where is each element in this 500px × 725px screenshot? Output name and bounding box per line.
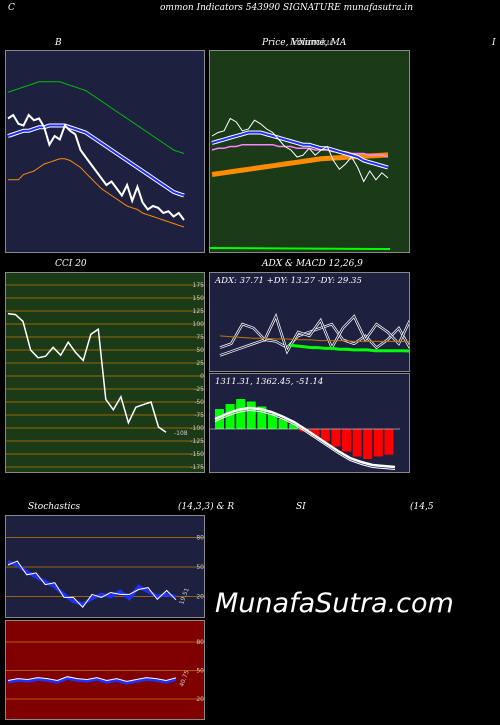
bollinger-chart [7,81,185,228]
macd-histogram-bar [331,429,341,447]
stoch-k-line [7,560,177,607]
cci-tick-label: 75 [196,334,204,341]
cci-tick-label: -50 [194,399,204,406]
macd-signal-line [214,409,396,470]
price-ma-short-line [211,131,389,169]
adx-panel: ADX: 37.71 +DY: 13.27 -DY: 29.35 [209,272,410,372]
macd-histogram-bar [257,406,267,429]
price-volume-line [210,247,391,250]
macd-histogram-bar [352,429,362,457]
cci-tick-label: -125 [190,438,204,445]
stoch-tick-label: 80 [196,535,204,542]
macd-histogram-bar [267,414,277,429]
adx-orange-line [219,335,409,343]
stoch-title-left: Stochastics [28,502,81,512]
adx-plus-dy-line [219,315,409,353]
price-panel [209,50,410,253]
cci-tick-label: 150 [193,295,205,302]
bb-upper-line [7,81,185,154]
macd-chart [210,399,400,470]
cci-tick-label: 0 [200,373,204,380]
rsi-title-right: (14,5 [410,502,434,512]
price-ma-mid-line [211,143,389,158]
rsi-panel: 80 50 20 40.75 [5,620,205,720]
price-overlay: Ichimoku [290,38,333,48]
cci-tick-label: -150 [190,451,204,458]
macd-histogram-bar [278,419,288,429]
stoch-title-mid: (14,3,3) & R [178,502,235,512]
macd-histogram-bar [225,404,235,429]
stoch-panel: 80 50 20 19.51 [5,515,205,618]
bollinger-panel [5,50,205,253]
bb-middle-halo [7,123,185,198]
macd-histogram-bar [342,429,352,452]
stoch-d-line [7,560,177,608]
stoch-tick-label: 50 [196,564,204,571]
cci-last-label: -108 [174,430,188,437]
macd-histogram-bar [373,429,383,457]
cci-panel: 175 150 125 100 75 50 25 0 -25 -50 -75 -100 -125 -150… [5,272,205,473]
rsi-chart: 80 50 20 40.75 [6,639,204,703]
cci-tick-label: 25 [196,360,204,367]
macd-line [214,406,396,469]
macd-histogram-bar [310,429,320,437]
price-title: Price, Volume, MA [262,38,347,48]
adx-chart [219,313,409,357]
cci-tick-label: -25 [194,386,204,393]
cci-chart: 175 150 125 100 75 50 25 0 -25 -50 -75 -100 -125 -150… [6,282,205,471]
cci-line [7,312,167,433]
macd-label: 1311.31, 1362.45, -51.14 [215,377,324,387]
macd-histogram-bar [363,429,373,459]
rsi-last-label: 40.75 [178,669,191,688]
rsi-signal-line [7,676,177,682]
macd-histogram-bar [236,399,246,429]
bb-middle-line [7,124,185,197]
macd-panel: 1311.31, 1362.45, -51.14 [209,373,410,473]
price-right-letter: I [492,38,496,48]
rsi-tick-label: 50 [196,668,204,675]
stoch-tick-label: 20 [196,593,204,600]
macd-histogram-bar [289,424,299,429]
macd-histogram-bar [384,429,394,455]
cci-title: CCI 20 [55,259,87,269]
page-title: ommon Indicators 543990 SIGNATURE munafa… [160,3,414,13]
rsi-tick-label: 20 [196,696,204,703]
adxmacd-title: ADX & MACD 12,26,9 [262,259,363,269]
adx-green-line [289,343,409,353]
cci-tick-label: 100 [193,321,205,328]
rsi-tick-label: 80 [196,639,204,646]
macd-histogram-bar [320,429,330,442]
cci-tick-label: -75 [194,412,204,419]
cci-tick-label: -100 [190,425,204,432]
cci-tick-label: 175 [193,282,205,289]
bb-price-line [7,113,185,221]
macd-histogram-bar [246,401,256,429]
price-line [211,117,389,183]
cci-tick-label: 50 [196,347,204,354]
cci-tick-label: -175 [190,464,204,471]
price-chart [210,117,391,250]
rsi-title-left: SI [296,502,306,512]
adx-label: ADX: 37.71 +DY: 13.27 -DY: 29.35 [215,276,362,286]
rsi-line [7,676,177,685]
watermark: MunafaSutra.com [215,588,454,619]
cci-tick-label: 125 [193,308,205,315]
macd-histogram-bar [299,429,309,432]
bb-lower-line [8,158,185,228]
bb-title: B [55,38,62,48]
header-left: C [8,3,15,13]
